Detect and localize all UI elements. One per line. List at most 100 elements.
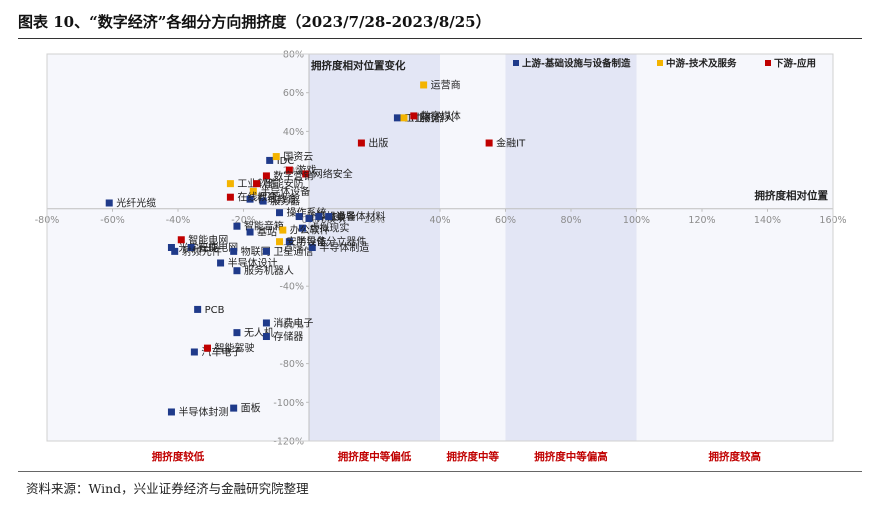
data-label: LED [326, 212, 346, 223]
data-label: 半导体设计 [228, 256, 278, 269]
data-point [298, 224, 306, 232]
data-point [249, 187, 257, 195]
data-label: IT服务 [411, 111, 440, 124]
data-point [276, 238, 284, 246]
data-point [230, 404, 238, 412]
data-point [226, 193, 234, 201]
data-label: 运营商 [431, 78, 461, 91]
data-point [233, 329, 241, 337]
data-point [262, 333, 270, 341]
data-point [203, 344, 211, 352]
data-point [410, 112, 418, 120]
band-label-0: 拥挤度较低 [152, 450, 205, 463]
data-point [187, 244, 195, 251]
data-label: 光纤光缆 [116, 196, 156, 209]
data-point [246, 195, 254, 203]
data-label: 射频元件 [182, 245, 222, 258]
y-tick-label: 20% [283, 166, 304, 177]
data-label: 出版 [368, 137, 388, 150]
chart-title: 拥挤度相对位置变化 [311, 59, 406, 72]
data-label: 网络安全 [313, 167, 353, 180]
data-label: 半导体制造 [319, 241, 369, 254]
data-label: 服务机器人 [244, 264, 294, 277]
data-label: 半导体设备 [260, 185, 310, 198]
data-label: 汽车电子 [201, 345, 241, 358]
legend-label-1: 中游-技术及服务 [666, 58, 737, 70]
data-label: 数字媒体 [421, 109, 461, 122]
y-tick-label: -100% [273, 398, 304, 409]
data-point [226, 180, 234, 188]
data-point [295, 213, 303, 221]
data-point [266, 156, 274, 164]
data-point [233, 267, 241, 275]
data-label: 安防设备 [287, 235, 327, 248]
x-tick-label: 140% [754, 215, 781, 226]
y-tick-label: -20% [279, 243, 304, 254]
data-label: 存储器 [273, 330, 303, 343]
data-point [177, 236, 185, 244]
data-point [315, 213, 323, 221]
band-label-3: 拥挤度中等偏高 [534, 450, 608, 463]
data-label: 游戏 [296, 164, 316, 177]
data-label: 卫星通信 [273, 246, 313, 258]
data-label: 智能电网 [188, 233, 228, 246]
x-axis-title: 拥挤度相对位置 [755, 189, 829, 202]
legend-marker-1 [657, 60, 663, 66]
data-point [308, 244, 316, 251]
data-point [285, 238, 293, 246]
data-point [167, 244, 175, 251]
data-point [167, 408, 175, 416]
data-point [325, 213, 333, 221]
data-point [217, 259, 225, 267]
data-point [305, 214, 313, 222]
data-label: 数字营销 [273, 169, 313, 182]
data-point [357, 139, 365, 147]
x-tick-label: 80% [560, 215, 581, 226]
band-label-4: 拥挤度较高 [709, 450, 762, 463]
data-label: 智能音箱 [244, 220, 284, 233]
y-tick-label: 80% [283, 50, 304, 61]
data-point [276, 209, 284, 217]
source-note: 资料来源：Wind，兴业证券经济与金融研究院整理 [26, 481, 309, 496]
data-point [302, 170, 310, 178]
data-label: 面板 [241, 402, 261, 415]
data-label: 智能安防 [264, 177, 304, 190]
x-tick-label: 20% [364, 215, 385, 226]
data-point [262, 172, 270, 180]
y-tick-label: -40% [279, 282, 304, 293]
data-point [105, 199, 113, 207]
x-tick-label: -20% [231, 215, 256, 226]
x-tick-label: 120% [688, 215, 715, 226]
data-label: 金融IT [496, 137, 526, 150]
data-point [393, 114, 401, 122]
y-tick-label: -80% [279, 359, 304, 370]
legend-marker-0 [513, 60, 519, 66]
data-point [262, 319, 270, 327]
band-1 [309, 54, 440, 441]
legend-label-2: 下游-应用 [774, 58, 816, 70]
x-tick-label: 100% [623, 215, 650, 226]
data-point [253, 180, 261, 188]
data-point [285, 166, 293, 174]
data-label: 服务器 [270, 195, 300, 208]
data-label: 办公软件 [290, 224, 330, 237]
data-label: 半导体封测 [178, 405, 228, 418]
data-point [171, 247, 179, 255]
data-label: PCB [205, 305, 225, 316]
data-label: IDC [277, 156, 295, 167]
data-point [233, 222, 241, 230]
x-tick-label: -40% [166, 215, 191, 226]
legend-label-0: 上游-基础设施与设备制造 [522, 58, 631, 70]
data-label: 消费电子 [273, 316, 313, 329]
data-label: 半导体材料 [336, 210, 386, 223]
top-rule [18, 38, 862, 39]
data-point [272, 153, 280, 161]
y-tick-label: 60% [283, 88, 304, 99]
y-tick-label: 40% [283, 127, 304, 138]
data-point [400, 114, 408, 122]
data-point [246, 228, 254, 236]
data-point [262, 247, 270, 255]
data-point [190, 348, 198, 356]
data-label: 在线教育 [257, 193, 297, 206]
